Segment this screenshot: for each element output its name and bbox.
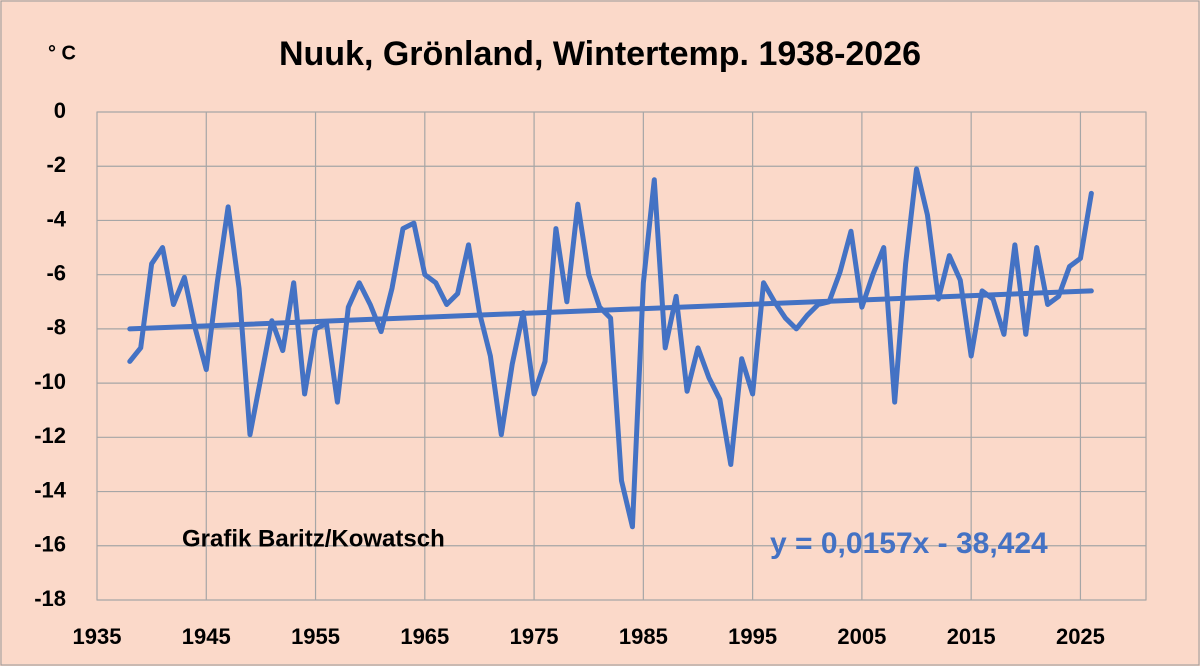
x-tick-label: 1935 [73,624,122,649]
y-tick-label: -16 [34,532,66,557]
chart-title: Nuuk, Grönland, Wintertemp. 1938-2026 [279,35,921,73]
trend-line [127,288,1094,332]
y-tick-label: -18 [34,586,66,611]
x-tick-label: 1945 [182,624,231,649]
y-tick-label: -6 [46,260,66,285]
y-tick-label: -10 [34,369,66,394]
y-tick-label: -14 [34,477,67,502]
x-tick-label: 2005 [837,624,886,649]
annotation: Grafik Baritz/Kowatsch [182,525,445,552]
y-tick-label: -2 [46,152,66,177]
trend-equation: y = 0,0157x - 38,424 [770,527,1048,560]
x-tick-label: 2015 [947,624,996,649]
y-tick-label: -8 [46,315,66,340]
x-tick-label: 1985 [619,624,668,649]
x-tick-label: 1995 [728,624,777,649]
y-tick-label: -12 [34,423,66,448]
x-tick-label: 1955 [291,624,340,649]
x-tick-label: 1965 [400,624,449,649]
x-tick-label: 2025 [1056,624,1105,649]
data-line [127,166,1094,530]
x-tick-label: 1975 [510,624,559,649]
y-tick-label: 0 [54,98,66,123]
y-tick-label: -4 [46,206,66,231]
y-axis-unit: ° C [48,42,76,64]
